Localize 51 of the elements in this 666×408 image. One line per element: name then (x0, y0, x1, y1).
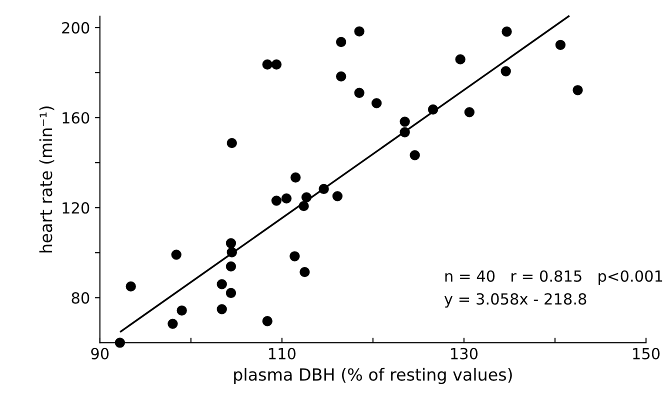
point (354, 26, 364, 36)
point (168, 318, 178, 329)
point (281, 193, 292, 204)
point (464, 107, 475, 118)
y-axis-title: heart rate (min⁻¹) (39, 106, 54, 252)
y-tick-label: 120 (62, 202, 90, 214)
point (271, 196, 282, 206)
annotation: n = 40 r = 0.815 p<0.001 (445, 270, 662, 285)
point (290, 251, 300, 262)
point (332, 191, 343, 202)
point (318, 184, 329, 194)
point (171, 250, 182, 260)
point (372, 98, 382, 108)
point (176, 305, 187, 316)
x-tick-label: 150 (633, 348, 660, 360)
x-tick-label: 110 (269, 348, 296, 360)
point (271, 59, 282, 70)
point (298, 200, 309, 212)
point (410, 150, 420, 160)
point (290, 172, 301, 183)
point (226, 247, 237, 258)
point (428, 104, 438, 115)
point (455, 54, 466, 64)
point (262, 59, 272, 70)
y-tick-label: 200 (62, 22, 90, 34)
point (216, 304, 227, 314)
x-tick-label: 130 (451, 348, 478, 360)
x-axis-title: plasma DBH (% of resting values) (234, 368, 512, 384)
point (226, 288, 236, 298)
point (400, 127, 410, 138)
point (226, 238, 236, 248)
point (354, 88, 364, 98)
point (555, 40, 566, 50)
point (400, 116, 410, 127)
point (126, 281, 136, 292)
point (502, 26, 512, 37)
point (336, 71, 346, 82)
point (301, 192, 312, 202)
point (500, 66, 511, 76)
y-tick-label: 160 (62, 112, 90, 124)
x-tick-label: 90 (91, 348, 109, 360)
point (226, 261, 236, 272)
point (262, 316, 272, 326)
point (226, 138, 237, 148)
point (572, 85, 583, 96)
point (216, 279, 227, 290)
annotation: y = 3.058x - 218.8 (444, 293, 586, 308)
point (114, 338, 126, 348)
point (336, 36, 346, 48)
point (300, 266, 310, 278)
y-tick-label: 80 (72, 292, 90, 304)
